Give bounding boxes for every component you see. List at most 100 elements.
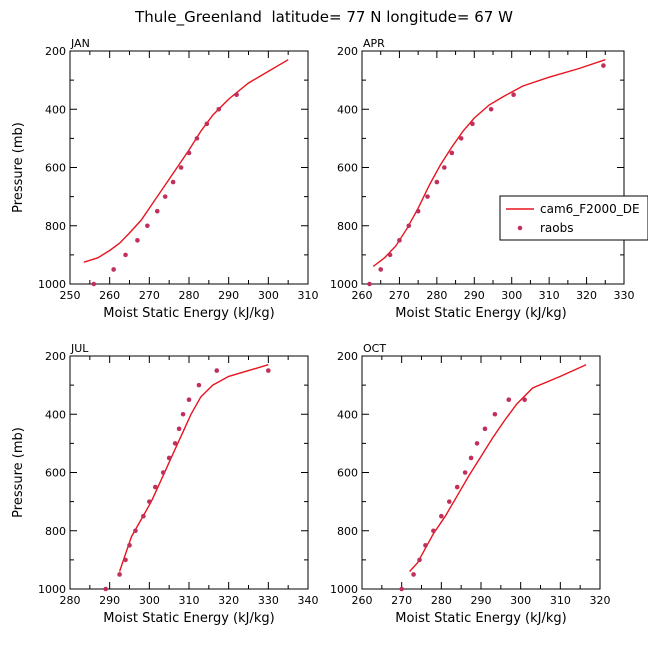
raobs-point — [91, 281, 97, 287]
x-tick-label: 290 — [464, 289, 485, 302]
x-tick-label: 290 — [99, 594, 120, 607]
figure-title: Thule_Greenland latitude= 77 N longitude… — [134, 8, 513, 27]
raobs-point — [506, 397, 512, 402]
panel-title: OCT — [363, 342, 386, 355]
y-tick-label: 200 — [337, 45, 358, 58]
x-tick-label: 300 — [258, 289, 279, 302]
raobs-point — [406, 223, 412, 229]
plot-frame — [361, 355, 601, 590]
x-tick-label: 260 — [99, 289, 120, 302]
x-tick-label: 280 — [60, 594, 81, 607]
series-line-model — [372, 59, 606, 268]
x-tick-label: 260 — [352, 289, 373, 302]
x-tick-label: 250 — [60, 289, 81, 302]
raobs-point — [442, 165, 447, 170]
raobs-point — [111, 267, 116, 272]
raobs-point — [178, 165, 184, 170]
raobs-point — [266, 368, 271, 373]
raobs-point — [160, 470, 166, 475]
raobs-point — [411, 572, 416, 577]
x-tick-label: 320 — [218, 594, 239, 607]
chart-panel-jan: JAN 250 260 270 280 290 300 310 200 400 600 800 1000… — [11, 37, 319, 321]
raobs-point — [196, 382, 202, 388]
x-tick-label: 340 — [298, 594, 319, 607]
y-tick-label: 800 — [45, 220, 66, 233]
raobs-point — [446, 499, 452, 504]
raobs-point — [214, 368, 220, 373]
y-tick-label: 200 — [45, 350, 66, 363]
x-axis-label: Moist Static Energy (kJ/kg) — [395, 611, 566, 626]
raobs-point — [492, 411, 498, 417]
raobs-point — [458, 136, 464, 141]
raobs-point — [147, 499, 152, 504]
raobs-point — [425, 194, 430, 199]
raobs-point — [133, 528, 138, 534]
chart-panel-apr: APR 260 270 280 290 300 310 320 330 200 400 600 800 1… — [330, 37, 648, 321]
raobs-point — [399, 586, 404, 592]
x-tick-label: 270 — [391, 594, 412, 607]
y-tick-label: 200 — [337, 350, 358, 363]
raobs-point — [145, 223, 150, 229]
legend-entry-model: cam6_F2000_DE — [540, 202, 640, 216]
x-tick-label: 280 — [426, 289, 447, 302]
raobs-point — [449, 150, 455, 156]
plot-frame — [361, 50, 625, 285]
x-tick-label: 260 — [352, 594, 373, 607]
y-tick-label: 600 — [45, 467, 66, 480]
x-tick-label: 300 — [501, 289, 522, 302]
raobs-point — [103, 586, 108, 592]
raobs-point — [234, 92, 239, 97]
x-tick-label: 270 — [389, 289, 410, 302]
raobs-point — [123, 557, 128, 563]
y-tick-label: 1000 — [38, 278, 66, 291]
raobs-point — [470, 121, 475, 127]
y-tick-label: 800 — [337, 525, 358, 538]
x-tick-label: 330 — [614, 289, 635, 302]
raobs-point — [378, 267, 384, 272]
y-tick-label: 800 — [337, 220, 358, 233]
x-tick-label: 320 — [576, 289, 597, 302]
y-tick-label: 800 — [45, 525, 66, 538]
raobs-point — [216, 106, 222, 112]
y-axis-label: Pressure (mb) — [11, 122, 26, 213]
series-line-model — [118, 364, 269, 572]
y-tick-label: 400 — [337, 408, 358, 421]
raobs-point — [439, 513, 444, 519]
raobs-point — [417, 557, 422, 563]
raobs-point — [434, 179, 440, 185]
raobs-point — [488, 106, 494, 112]
raobs-point — [367, 281, 372, 287]
y-tick-label: 600 — [45, 162, 66, 175]
legend-entry-raobs: raobs — [540, 221, 574, 235]
y-axis-label: Pressure (mb) — [11, 427, 26, 518]
x-tick-label: 310 — [179, 594, 200, 607]
x-axis-label: Moist Static Energy (kJ/kg) — [103, 611, 274, 626]
x-tick-label: 280 — [179, 289, 200, 302]
panel-title: APR — [363, 37, 385, 50]
x-tick-label: 270 — [139, 289, 160, 302]
plot-frame — [69, 355, 309, 590]
panel-title: JUL — [70, 342, 89, 355]
raobs-point — [170, 179, 176, 185]
chart-panel-oct: OCT 260 270 280 290 300 310 320 200 400 600 800 1000… — [330, 342, 611, 626]
raobs-point — [454, 484, 460, 490]
raobs-point — [462, 470, 468, 475]
x-axis-label: Moist Static Energy (kJ/kg) — [395, 306, 566, 321]
raobs-point — [204, 121, 210, 127]
y-tick-label: 1000 — [330, 583, 358, 596]
x-tick-label: 310 — [539, 289, 560, 302]
raobs-point — [186, 397, 192, 402]
raobs-point — [468, 455, 474, 461]
x-tick-label: 320 — [590, 594, 611, 607]
x-axis-label: Moist Static Energy (kJ/kg) — [103, 306, 274, 321]
panel-title: JAN — [70, 37, 90, 50]
x-tick-label: 310 — [550, 594, 571, 607]
y-tick-label: 400 — [45, 408, 66, 421]
y-tick-label: 400 — [45, 103, 66, 116]
y-tick-label: 1000 — [38, 583, 66, 596]
raobs-point — [123, 252, 128, 258]
raobs-point — [397, 238, 402, 243]
x-tick-label: 330 — [258, 594, 279, 607]
raobs-point — [141, 513, 146, 519]
